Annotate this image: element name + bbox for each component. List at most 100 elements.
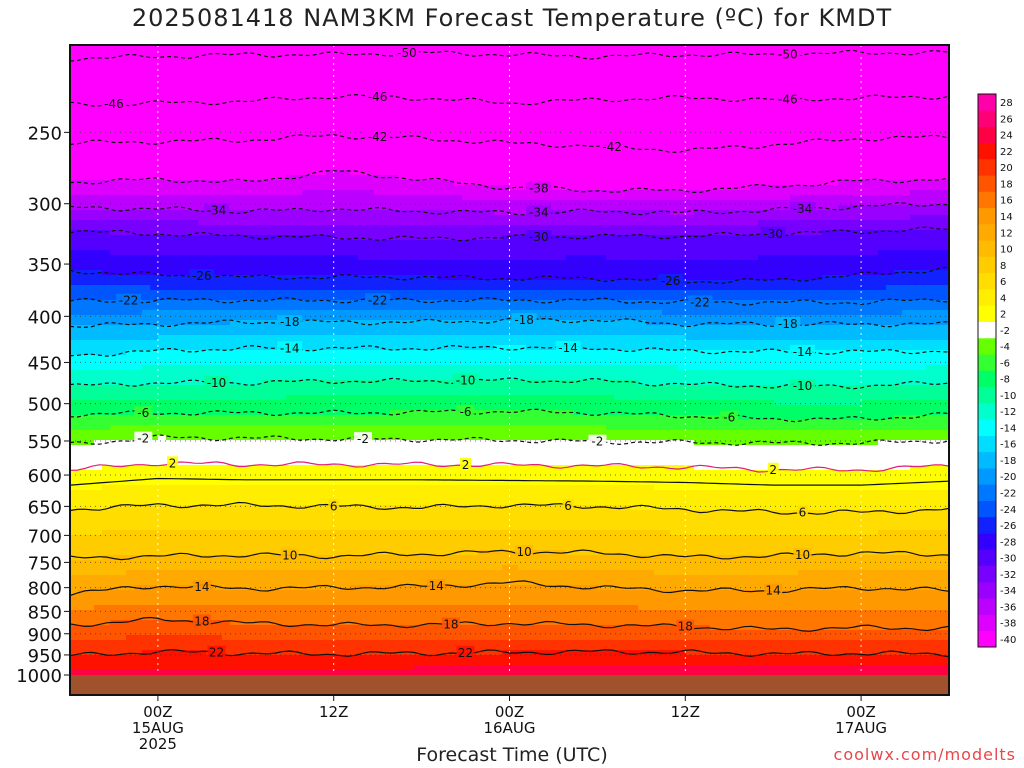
temperature-cell: [206, 465, 215, 471]
temperature-cell: [118, 380, 127, 386]
temperature-cell: [126, 570, 135, 576]
temperature-cell: [86, 655, 95, 661]
temperature-cell: [302, 640, 311, 646]
temperature-cell: [310, 485, 319, 491]
temperature-cell: [182, 590, 191, 596]
temperature-cell: [366, 595, 375, 601]
temperature-cell: [110, 355, 119, 361]
temperature-cell: [214, 475, 223, 481]
temperature-cell: [102, 230, 111, 236]
temperature-cell: [118, 485, 127, 491]
temperature-cell: [150, 460, 159, 466]
temperature-cell: [118, 445, 127, 451]
temperature-cell: [382, 260, 391, 266]
temperature-cell: [222, 195, 231, 201]
temperature-cell: [294, 120, 303, 126]
temperature-cell: [366, 580, 375, 586]
temperature-cell: [238, 635, 247, 641]
temperature-cell: [318, 170, 327, 176]
temperature-cell: [278, 170, 287, 176]
temperature-cell: [174, 425, 183, 431]
temperature-cell: [334, 490, 343, 496]
temperature-cell: [126, 485, 135, 491]
temperature-cell: [70, 85, 79, 91]
temperature-cell: [134, 235, 143, 241]
temperature-cell: [318, 175, 327, 181]
temperature-cell: [342, 385, 351, 391]
temperature-cell: [374, 645, 383, 651]
temperature-cell: [310, 325, 319, 331]
temperature-cell: [150, 595, 159, 601]
temperature-cell: [214, 415, 223, 421]
temperature-cell: [94, 625, 103, 631]
temperature-cell: [374, 500, 383, 506]
temperature-cell: [350, 290, 359, 296]
temperature-cell: [262, 90, 271, 96]
temperature-cell: [246, 525, 255, 531]
temperature-cell: [166, 235, 175, 241]
temperature-cell: [318, 200, 327, 206]
temperature-cell: [254, 215, 263, 221]
temperature-cell: [302, 525, 311, 531]
temperature-cell: [382, 75, 391, 81]
temperature-cell: [270, 450, 279, 456]
temperature-cell: [350, 335, 359, 341]
temperature-cell: [270, 250, 279, 256]
temperature-cell: [222, 150, 231, 156]
temperature-cell: [142, 575, 151, 581]
temperature-cell: [222, 420, 231, 426]
temperature-cell: [278, 475, 287, 481]
temperature-cell: [262, 330, 271, 336]
temperature-cell: [238, 365, 247, 371]
temperature-cell: [142, 320, 151, 326]
temperature-cell: [254, 585, 263, 591]
temperature-cell: [286, 230, 295, 236]
temperature-cell: [238, 160, 247, 166]
temperature-cell: [270, 350, 279, 356]
temperature-cell: [350, 365, 359, 371]
temperature-cell: [174, 105, 183, 111]
temperature-cell: [166, 630, 175, 636]
temperature-cell: [190, 405, 199, 411]
temperature-cell: [126, 470, 135, 476]
temperature-cell: [134, 375, 143, 381]
temperature-cell: [246, 320, 255, 326]
temperature-cell: [230, 610, 239, 616]
temperature-cell: [150, 140, 159, 146]
temperature-cell: [230, 580, 239, 586]
temperature-cell: [190, 655, 199, 661]
temperature-cell: [174, 660, 183, 666]
temperature-cell: [326, 510, 335, 516]
temperature-cell: [134, 45, 143, 51]
temperature-cell: [246, 565, 255, 571]
temperature-cell: [190, 470, 199, 476]
temperature-cell: [246, 535, 255, 541]
temperature-cell: [70, 400, 79, 406]
temperature-cell: [198, 195, 207, 201]
temperature-cell: [110, 460, 119, 466]
temperature-cell: [302, 565, 311, 571]
temperature-cell: [270, 180, 279, 186]
temperature-cell: [238, 385, 247, 391]
temperature-cell: [214, 340, 223, 346]
temperature-cell: [158, 655, 167, 661]
temperature-cell: [94, 65, 103, 71]
temperature-cell: [118, 575, 127, 581]
temperature-cell: [246, 555, 255, 561]
temperature-cell: [102, 580, 111, 586]
temperature-cell: [310, 430, 319, 436]
temperature-cell: [134, 230, 143, 236]
temperature-cell: [102, 505, 111, 511]
temperature-cell: [230, 235, 239, 241]
temperature-cell: [238, 215, 247, 221]
temperature-cell: [134, 420, 143, 426]
temperature-cell: [230, 70, 239, 76]
temperature-cell: [86, 50, 95, 56]
temperature-cell: [166, 340, 175, 346]
temperature-cell: [102, 175, 111, 181]
temperature-cell: [254, 185, 263, 191]
temperature-cell: [166, 80, 175, 86]
temperature-cell: [182, 155, 191, 161]
temperature-cell: [70, 425, 79, 431]
temperature-cell: [190, 445, 199, 451]
